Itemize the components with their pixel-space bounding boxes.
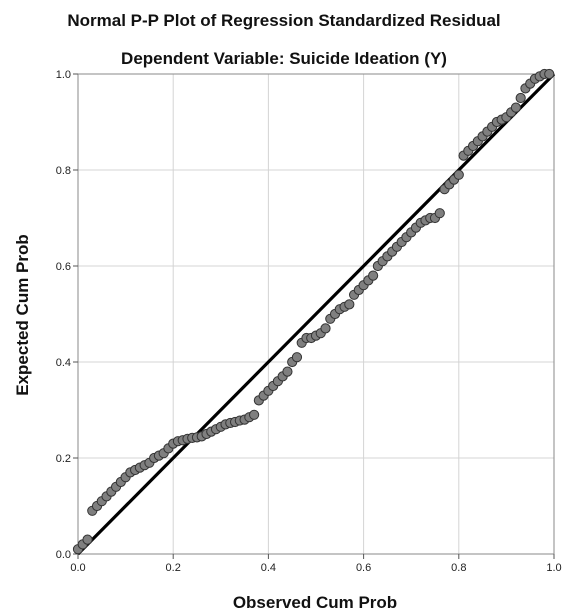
y-tick-label: 0.6 <box>56 261 71 273</box>
y-tick-label: 0.0 <box>56 549 71 561</box>
data-point <box>249 409 260 420</box>
data-point <box>82 534 93 545</box>
data-point <box>544 68 555 80</box>
plot-area: 0.0 0.2 0.4 0.6 0.8 1.0 0.0 0.2 0.4 0.6 0.8 1.0 <box>56 68 562 574</box>
x-tick-label: 0.4 <box>261 562 276 574</box>
y-tick-label: 0.2 <box>56 453 71 465</box>
plot-frame <box>77 73 555 555</box>
data-point <box>320 323 331 334</box>
x-tick-label: 0.0 <box>70 562 85 574</box>
y-tick-label: 0.4 <box>56 357 71 369</box>
y-axis-label: Expected Cum Prob <box>13 234 32 396</box>
data-point <box>368 270 379 281</box>
y-tick-label: 1.0 <box>56 69 71 81</box>
reference-line <box>76 72 556 556</box>
x-tick-label: 0.8 <box>451 562 466 574</box>
chart-title: Normal P-P Plot of Regression Standardiz… <box>67 11 500 30</box>
data-point <box>344 299 355 310</box>
y-tick-label: 0.8 <box>56 165 71 177</box>
data-point <box>434 208 445 219</box>
x-tick-label: 0.6 <box>356 562 371 574</box>
data-point <box>291 352 303 363</box>
data-point <box>510 102 522 113</box>
chart-subtitle: Dependent Variable: Suicide Ideation (Y) <box>121 49 447 68</box>
data-point <box>282 366 293 377</box>
x-axis-label: Observed Cum Prob <box>233 593 397 612</box>
data-point <box>515 92 526 104</box>
x-tick-label: 0.2 <box>166 562 181 574</box>
x-tick-label: 1.0 <box>546 562 561 574</box>
data-point <box>453 169 464 180</box>
